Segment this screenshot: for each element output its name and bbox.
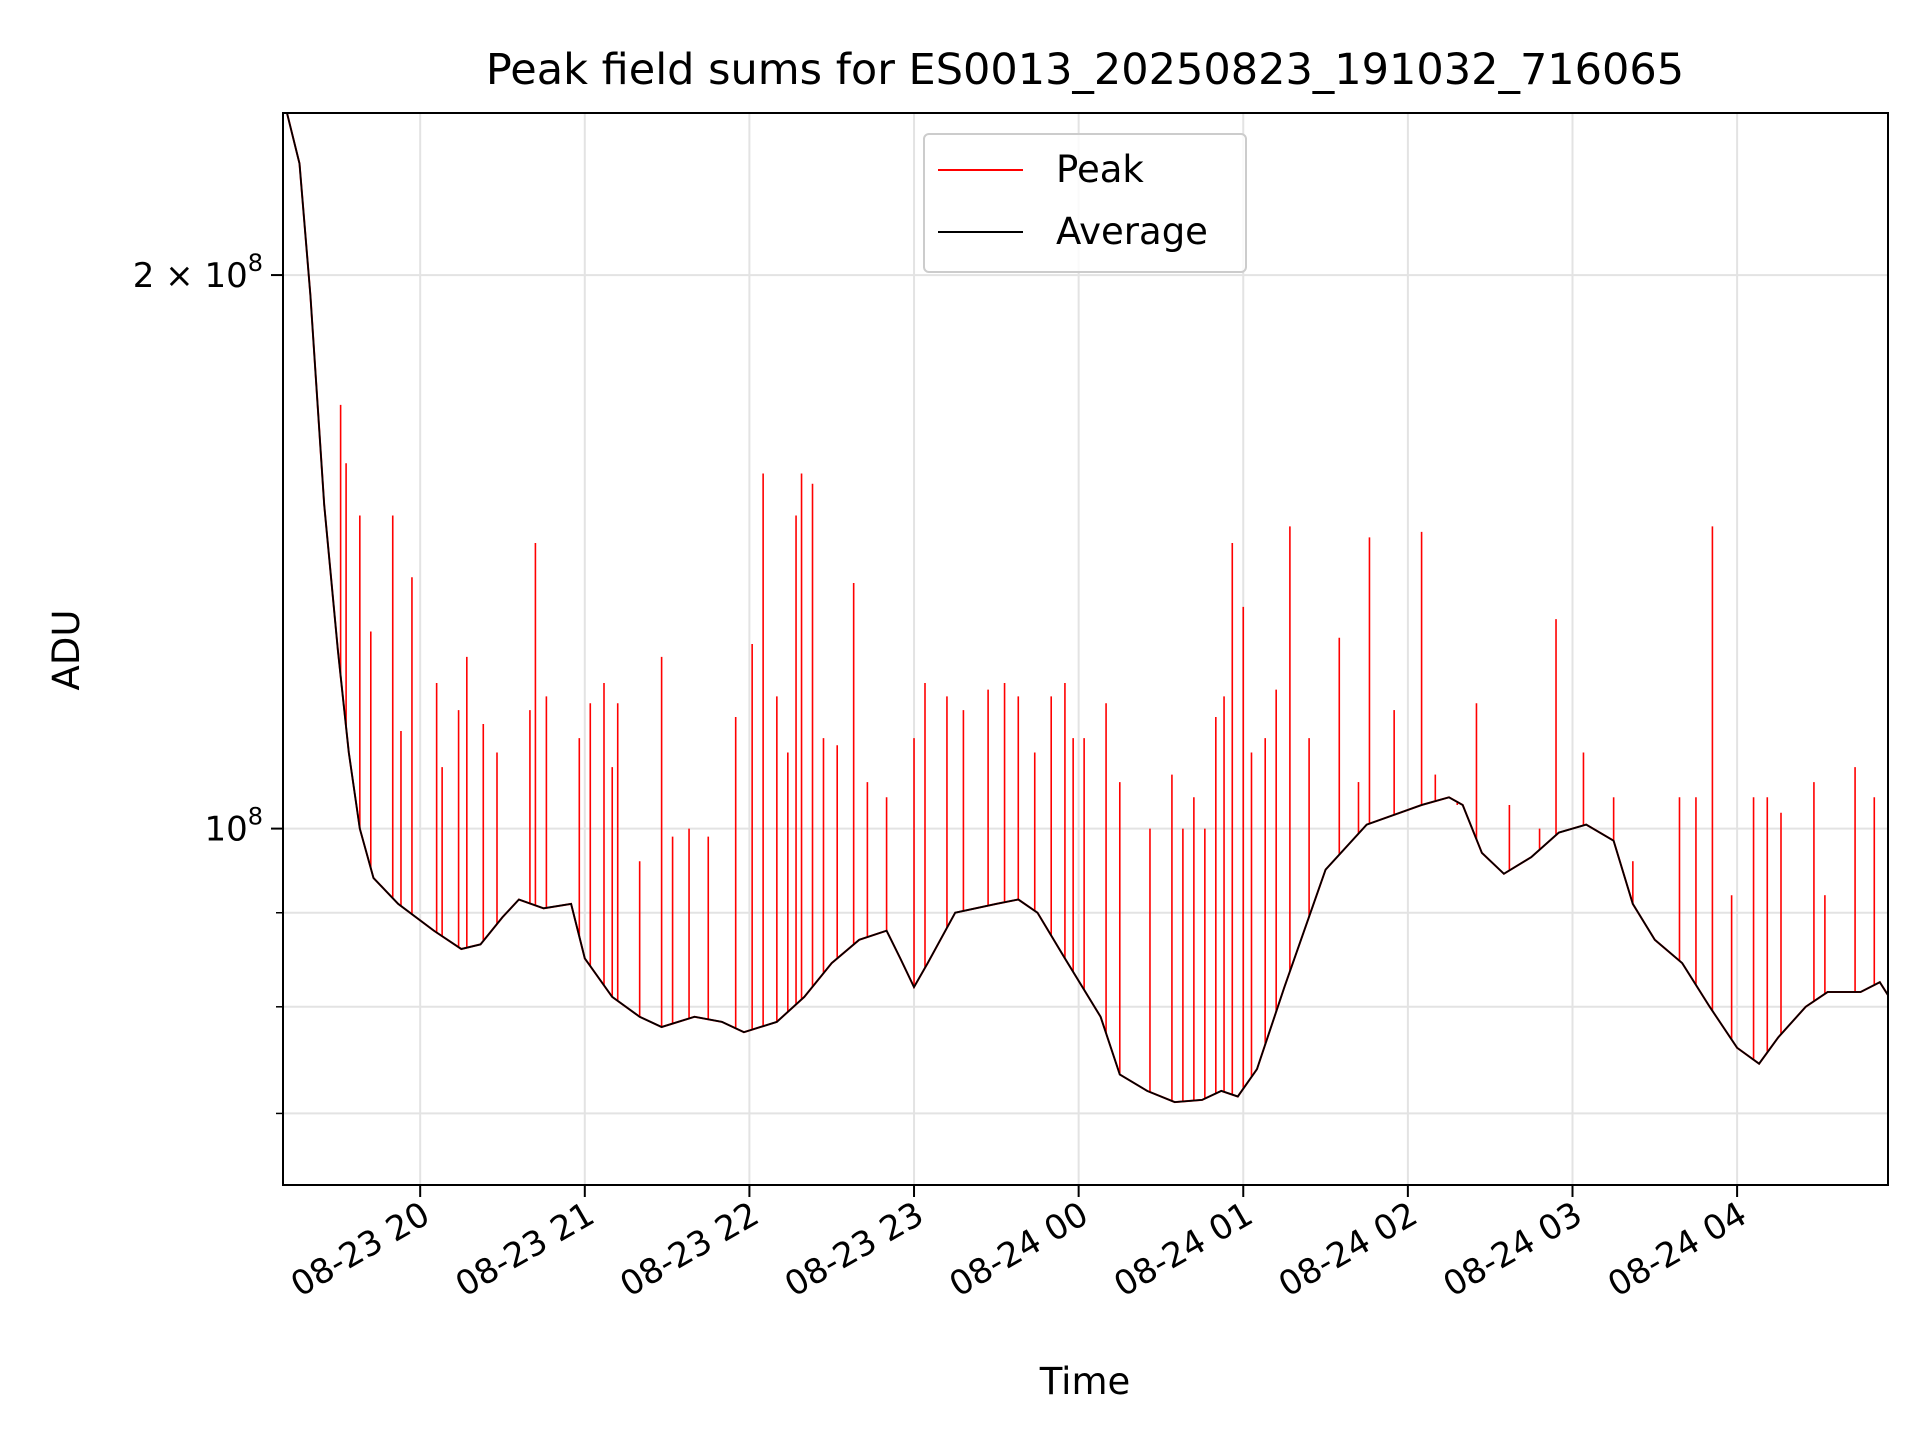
y-tick-label: 108 — [204, 803, 263, 850]
y-tick-label: 2 × 108 — [133, 249, 263, 296]
chart-title: Peak field sums for ES0013_20250823_1910… — [486, 45, 1684, 95]
x-axis-label: Time — [1039, 1360, 1131, 1403]
legend: Peak Average — [923, 133, 1247, 273]
y-axis: 108 2 × 108 — [133, 249, 283, 1115]
legend-label-average: Average — [1056, 210, 1208, 253]
plot-lines — [285, 113, 1888, 1104]
legend-box — [923, 133, 1247, 273]
y-axis-label: ADU — [45, 610, 88, 691]
plot-frame — [282, 112, 1889, 1186]
legend-label-peak: Peak — [1056, 148, 1144, 191]
average-line — [286, 113, 1888, 1104]
grid — [283, 113, 1888, 1185]
